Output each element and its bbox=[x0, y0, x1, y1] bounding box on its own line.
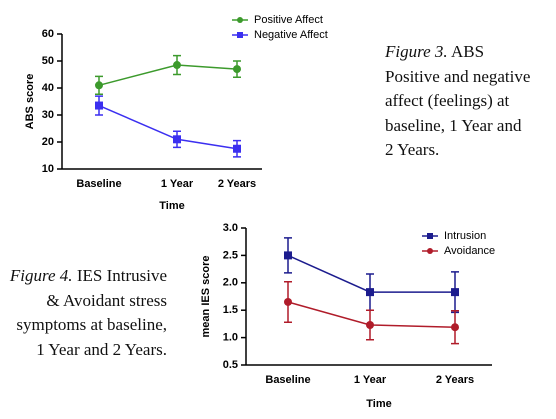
marker bbox=[366, 288, 374, 297]
legend-label: Avoidance bbox=[444, 245, 495, 257]
caption-line: 2 Years. bbox=[385, 140, 440, 159]
x-tick-label: 1 Year bbox=[354, 374, 387, 386]
y-tick-label: 60 bbox=[42, 28, 54, 40]
y-axis-label: mean IES score bbox=[200, 256, 212, 338]
caption-text: ABS bbox=[450, 42, 485, 61]
y-tick-label: 2.5 bbox=[223, 249, 238, 261]
marker bbox=[451, 288, 459, 297]
caption: Figure 4. IES Intrusive & Avoidant stres… bbox=[10, 264, 167, 362]
marker bbox=[95, 101, 103, 110]
caption-line: baseline, 1 Year and bbox=[385, 115, 522, 135]
x-tick-label: 2 Years bbox=[436, 374, 474, 386]
y-tick-label: 3.0 bbox=[223, 222, 238, 234]
marker bbox=[173, 61, 181, 70]
marker bbox=[284, 251, 292, 260]
series-line bbox=[98, 64, 238, 87]
legend-marker bbox=[237, 32, 243, 38]
x-tick-label: 1 Year bbox=[161, 178, 194, 190]
x-axis-label: Time bbox=[366, 398, 391, 410]
marker bbox=[366, 320, 374, 329]
marker bbox=[173, 135, 181, 144]
marker bbox=[95, 81, 103, 90]
caption-line: Figure 4. IES Intrusive bbox=[10, 264, 167, 289]
y-tick-label: 10 bbox=[42, 163, 54, 175]
legend-marker bbox=[237, 17, 243, 23]
marker bbox=[451, 323, 459, 332]
legend-marker bbox=[427, 248, 433, 254]
caption-line: 1 Year and 2 Years. bbox=[36, 339, 167, 359]
caption-line: symptoms at baseline, bbox=[16, 315, 167, 334]
x-axis-label: Time bbox=[159, 200, 184, 212]
caption: Figure 3. ABS Positive and negative affe… bbox=[385, 40, 530, 163]
y-tick-label: 1.0 bbox=[223, 332, 238, 344]
legend-label: Negative Affect bbox=[254, 29, 328, 41]
y-tick-label: 40 bbox=[42, 82, 54, 94]
series-line bbox=[98, 104, 238, 150]
y-tick-label: 0.5 bbox=[223, 359, 238, 371]
caption-line: & Avoidant stress bbox=[46, 290, 167, 310]
caption-label: Figure 3. bbox=[385, 42, 448, 61]
y-axis-label: ABS score bbox=[24, 74, 36, 130]
marker bbox=[233, 144, 241, 153]
caption-line: Figure 3. ABS bbox=[385, 40, 530, 65]
x-tick-label: 2 Years bbox=[218, 178, 256, 190]
caption-line: Positive and negative bbox=[385, 66, 531, 86]
y-tick-label: 1.5 bbox=[223, 304, 238, 316]
caption-text: IES Intrusive bbox=[76, 266, 167, 285]
x-tick-label: Baseline bbox=[76, 178, 121, 190]
y-tick-label: 20 bbox=[42, 136, 54, 148]
x-tick-label: Baseline bbox=[265, 374, 310, 386]
legend-label: Positive Affect bbox=[254, 14, 323, 26]
y-tick-label: 2.0 bbox=[223, 277, 238, 289]
legend-label: Intrusion bbox=[444, 230, 486, 242]
marker bbox=[284, 297, 292, 306]
caption-line: affect (feelings) at bbox=[385, 91, 510, 110]
legend-marker bbox=[427, 233, 433, 239]
y-tick-label: 50 bbox=[42, 55, 54, 67]
marker bbox=[233, 65, 241, 74]
caption-label: Figure 4. bbox=[9, 266, 73, 285]
y-tick-label: 30 bbox=[42, 109, 54, 121]
